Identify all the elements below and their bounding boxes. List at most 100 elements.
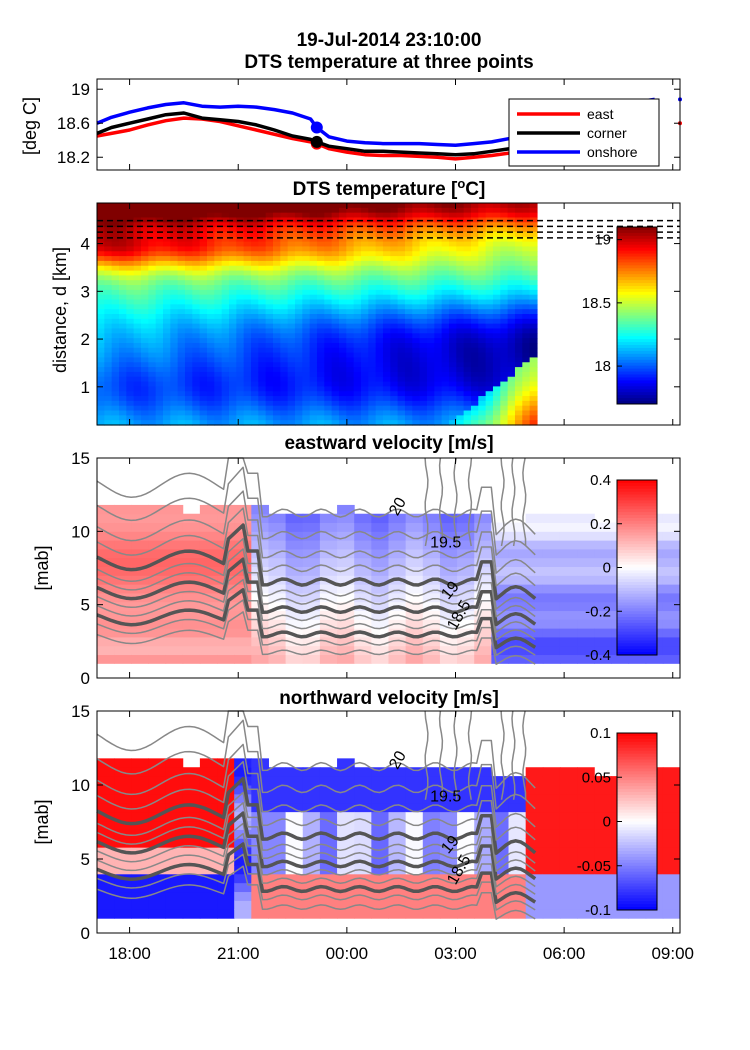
colorbar-cell bbox=[617, 570, 657, 574]
heatmap-cell bbox=[148, 873, 167, 884]
heatmap-cell bbox=[111, 318, 120, 325]
heatmap-cell bbox=[529, 314, 538, 320]
heatmap-cell bbox=[104, 203, 113, 209]
heatmap-cell bbox=[470, 318, 479, 325]
heatmap-cell bbox=[280, 367, 289, 373]
heatmap-cell bbox=[285, 909, 304, 919]
heatmap-cell bbox=[456, 280, 465, 286]
heatmap-cell bbox=[397, 391, 406, 397]
heatmap-cell bbox=[309, 285, 318, 291]
heatmap-cell bbox=[412, 400, 421, 407]
heatmap-cell bbox=[441, 280, 450, 286]
heatmap-cell bbox=[199, 304, 208, 310]
heatmap-cell bbox=[542, 592, 561, 603]
heatmap-cell bbox=[258, 246, 267, 252]
heatmap-cell bbox=[319, 900, 338, 910]
heatmap-cell bbox=[662, 548, 681, 559]
heatmap-cell bbox=[382, 328, 391, 334]
heatmap-cell bbox=[390, 217, 399, 223]
heatmap-cell bbox=[354, 820, 372, 830]
heatmap-cell bbox=[360, 251, 369, 257]
heatmap-cell bbox=[111, 371, 120, 378]
heatmap-cell bbox=[162, 357, 171, 363]
heatmap-cell bbox=[507, 323, 516, 330]
heatmap-cell bbox=[500, 420, 509, 426]
heatmap-cell bbox=[507, 333, 516, 339]
heatmap-cell bbox=[177, 347, 186, 354]
heatmap-cell bbox=[165, 636, 184, 647]
colorbar-cell bbox=[617, 886, 657, 890]
heatmap-cell bbox=[97, 362, 105, 368]
heatmap-cell bbox=[542, 566, 561, 576]
heatmap-cell bbox=[522, 367, 531, 373]
heatmap-cell bbox=[111, 420, 120, 426]
heatmap-cell bbox=[382, 260, 391, 267]
heatmap-cell bbox=[441, 381, 450, 387]
heatmap-cell bbox=[412, 246, 421, 252]
heatmap-cell bbox=[148, 522, 167, 532]
colorbar-cell bbox=[617, 634, 657, 638]
heatmap-cell bbox=[514, 342, 523, 349]
heatmap-cell bbox=[182, 566, 201, 576]
heatmap-cell bbox=[338, 381, 347, 387]
heatmap-cell bbox=[354, 592, 372, 603]
heatmap-cell bbox=[390, 289, 399, 296]
heatmap-cell bbox=[338, 318, 347, 325]
heatmap-cell bbox=[412, 203, 421, 209]
heatmap-cell bbox=[470, 294, 479, 301]
heatmap-cell bbox=[126, 376, 135, 383]
heatmap-cell bbox=[236, 260, 245, 267]
heatmap-cell bbox=[485, 212, 494, 219]
heatmap-cell bbox=[148, 236, 157, 243]
heatmap-cell bbox=[375, 236, 384, 243]
heatmap-cell bbox=[214, 294, 223, 301]
heatmap-cell bbox=[217, 522, 235, 532]
heatmap-cell bbox=[422, 548, 441, 559]
heatmap-cell bbox=[405, 891, 424, 901]
heatmap-cell bbox=[594, 900, 612, 910]
heatmap-cell bbox=[525, 513, 544, 524]
heatmap-cell bbox=[422, 531, 441, 541]
contour-line bbox=[424, 710, 429, 800]
heatmap-cell bbox=[419, 203, 428, 209]
heatmap-cell bbox=[184, 285, 193, 291]
heatmap-cell bbox=[412, 352, 421, 359]
heatmap-cell bbox=[302, 415, 311, 421]
heatmap-cell bbox=[448, 203, 457, 209]
heatmap-cell bbox=[272, 203, 281, 209]
heatmap-cell bbox=[302, 246, 311, 252]
heatmap-cell bbox=[485, 396, 494, 402]
heatmap-cell bbox=[206, 362, 215, 368]
heatmap-cell bbox=[441, 314, 450, 320]
heatmap-cell bbox=[375, 241, 384, 248]
heatmap-cell bbox=[331, 318, 340, 325]
heatmap-cell bbox=[353, 207, 362, 214]
heatmap-cell bbox=[192, 212, 201, 219]
heatmap-cell bbox=[426, 231, 435, 238]
heatmap-cell bbox=[422, 909, 441, 919]
heatmap-cell bbox=[404, 396, 413, 402]
heatmap-cell bbox=[470, 265, 479, 272]
heatmap-cell bbox=[522, 314, 531, 320]
heatmap-cell bbox=[522, 203, 531, 209]
heatmap-cell bbox=[162, 241, 171, 248]
heatmap-cell bbox=[268, 864, 287, 875]
heatmap-cell bbox=[302, 410, 311, 416]
heatmap-cell bbox=[463, 275, 472, 281]
heatmap-cell bbox=[426, 294, 435, 301]
heatmap-cell bbox=[126, 400, 135, 407]
heatmap-cell bbox=[192, 260, 201, 267]
heatmap-cell bbox=[268, 847, 287, 857]
heatmap-cell bbox=[412, 270, 421, 276]
colorbar-cell bbox=[617, 350, 657, 355]
heatmap-cell bbox=[522, 323, 531, 330]
heatmap-cell bbox=[662, 522, 681, 532]
heatmap-cell bbox=[404, 203, 413, 209]
heatmap-cell bbox=[492, 309, 501, 315]
heatmap-cell bbox=[250, 376, 259, 383]
heatmap-cell bbox=[470, 357, 479, 363]
heatmap-cell bbox=[280, 338, 289, 344]
heatmap-cell bbox=[457, 873, 475, 884]
heatmap-cell bbox=[177, 400, 186, 407]
